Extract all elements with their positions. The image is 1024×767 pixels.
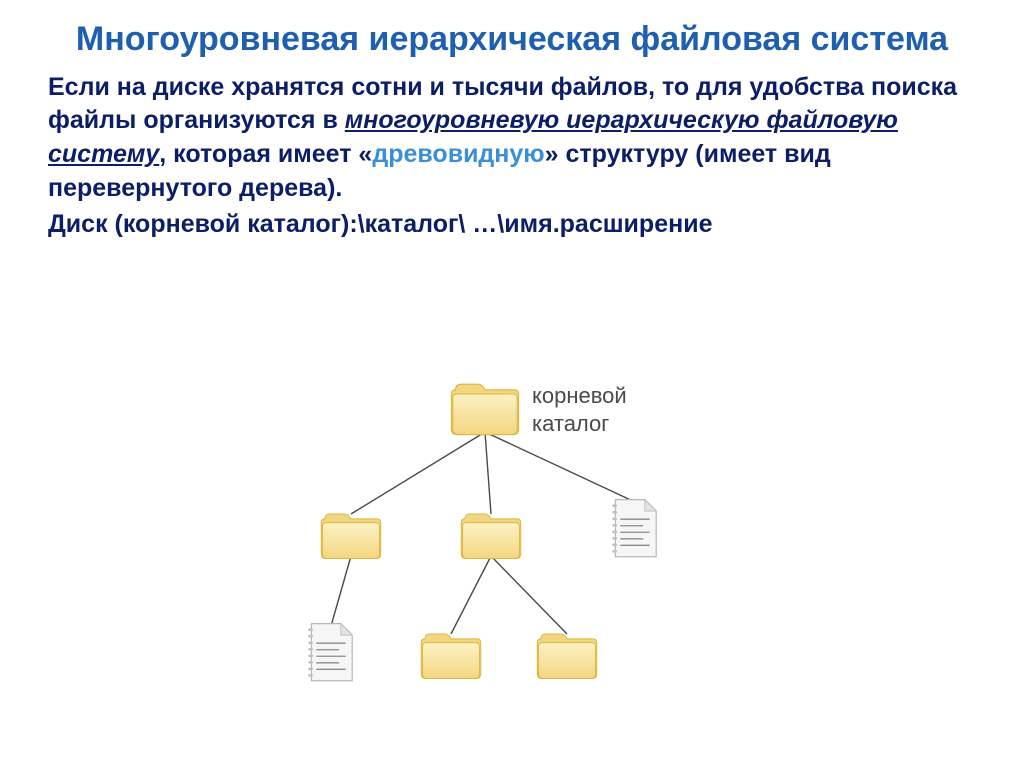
path-example: Диск (корневой каталог):\каталог\ …\имя.…	[0, 206, 1024, 239]
folder-icon	[420, 630, 482, 685]
file-icon	[306, 622, 356, 689]
folder-icon	[536, 630, 598, 685]
tree-diagram: корневой каталог	[250, 370, 770, 730]
folder-icon	[460, 510, 522, 565]
root-label: корневой каталог	[532, 382, 627, 437]
folder-icon	[320, 510, 382, 565]
intro-highlight: древовидную	[372, 140, 544, 168]
folder-icon	[450, 380, 520, 441]
page-title: Многоуровневая иерархическая файловая си…	[0, 0, 1024, 71]
file-icon	[610, 498, 660, 565]
intro-paragraph: Если на диске хранятся сотни и тысячи фа…	[0, 71, 1024, 206]
intro-text-mid1: , которая имеет «	[159, 140, 372, 168]
